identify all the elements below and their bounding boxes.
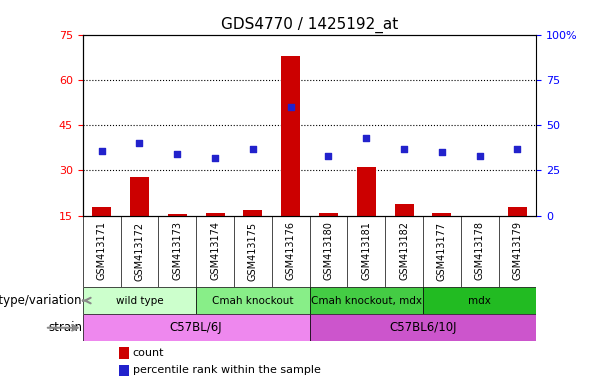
Title: GDS4770 / 1425192_at: GDS4770 / 1425192_at bbox=[221, 17, 398, 33]
Text: GSM413171: GSM413171 bbox=[97, 222, 107, 280]
Point bbox=[437, 149, 447, 156]
Text: GSM413180: GSM413180 bbox=[324, 222, 333, 280]
Bar bbox=[508, 207, 527, 261]
Text: genotype/variation: genotype/variation bbox=[0, 294, 82, 307]
Bar bbox=[423, 287, 536, 314]
Point bbox=[286, 104, 295, 110]
Text: mdx: mdx bbox=[468, 296, 491, 306]
Bar bbox=[357, 167, 376, 261]
Text: Cmah knockout, mdx: Cmah knockout, mdx bbox=[311, 296, 422, 306]
Text: C57BL/6J: C57BL/6J bbox=[170, 321, 223, 334]
Bar bbox=[92, 207, 111, 261]
Point bbox=[172, 151, 182, 157]
Point bbox=[210, 155, 220, 161]
Point bbox=[361, 135, 371, 141]
Bar bbox=[281, 56, 300, 261]
Bar bbox=[310, 287, 423, 314]
Text: GSM413178: GSM413178 bbox=[474, 222, 485, 280]
Point bbox=[97, 147, 107, 154]
Bar bbox=[310, 314, 536, 341]
Text: strain: strain bbox=[48, 321, 82, 334]
Bar bbox=[83, 314, 310, 341]
Point bbox=[248, 146, 257, 152]
Bar bbox=[205, 213, 224, 261]
Text: count: count bbox=[132, 348, 164, 358]
Bar bbox=[130, 177, 149, 261]
Bar bbox=[119, 347, 129, 359]
Bar bbox=[83, 287, 196, 314]
Bar bbox=[196, 287, 310, 314]
Point bbox=[134, 140, 145, 146]
Bar bbox=[168, 214, 187, 261]
Text: GSM413176: GSM413176 bbox=[286, 222, 295, 280]
Bar bbox=[432, 213, 451, 261]
Bar bbox=[243, 210, 262, 261]
Point bbox=[324, 153, 333, 159]
Text: GSM413172: GSM413172 bbox=[134, 222, 145, 281]
Text: GSM413173: GSM413173 bbox=[172, 222, 182, 280]
Text: GSM413175: GSM413175 bbox=[248, 222, 258, 281]
Bar bbox=[395, 204, 414, 261]
Text: GSM413181: GSM413181 bbox=[361, 222, 371, 280]
Text: GSM413177: GSM413177 bbox=[437, 222, 447, 281]
Point bbox=[475, 153, 485, 159]
Point bbox=[512, 146, 522, 152]
Bar bbox=[470, 217, 489, 261]
Point bbox=[399, 146, 409, 152]
Text: GSM413174: GSM413174 bbox=[210, 222, 220, 280]
Text: Cmah knockout: Cmah knockout bbox=[212, 296, 294, 306]
Bar bbox=[319, 213, 338, 261]
Bar bbox=[119, 365, 129, 376]
Text: C57BL6/10J: C57BL6/10J bbox=[389, 321, 457, 334]
Text: GSM413179: GSM413179 bbox=[512, 222, 522, 280]
Text: wild type: wild type bbox=[116, 296, 163, 306]
Text: GSM413182: GSM413182 bbox=[399, 222, 409, 280]
Text: percentile rank within the sample: percentile rank within the sample bbox=[132, 366, 321, 376]
